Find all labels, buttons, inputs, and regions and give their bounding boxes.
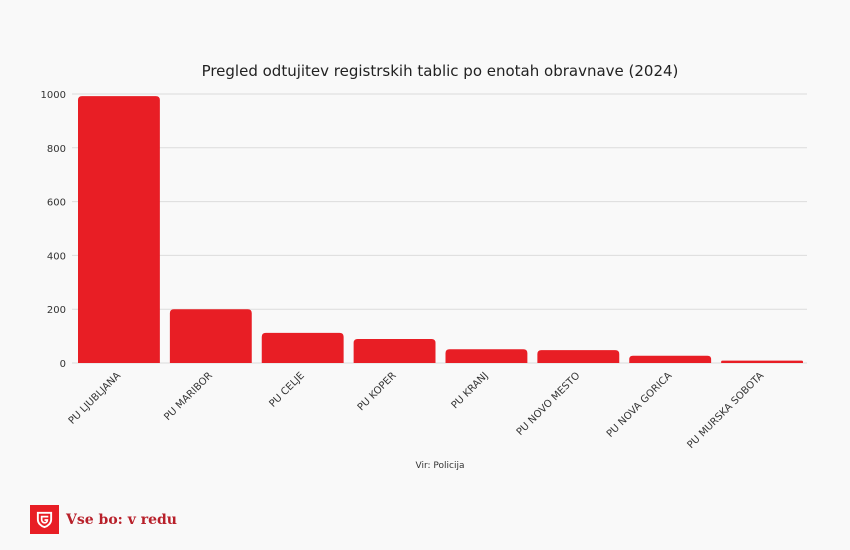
- brand-name: Vse bo: v redu: [66, 511, 177, 528]
- bar: [629, 355, 712, 363]
- chart-title: Pregled odtujitev registrskih tablic po …: [202, 62, 679, 80]
- y-tick-label: 600: [47, 198, 66, 209]
- brand: Vse bo: v redu: [30, 505, 177, 534]
- y-tick-label: 400: [47, 251, 66, 262]
- bar: [261, 332, 344, 363]
- x-tick-label: PU KOPER: [356, 370, 399, 413]
- y-axis-ticks: 0 200 400 600 800 1000: [41, 90, 66, 370]
- x-tick-label: PU LJUBLJANA: [67, 370, 123, 426]
- bars: [78, 96, 803, 363]
- y-tick-label: 800: [47, 144, 66, 155]
- x-tick-label: PU KRANJ: [450, 370, 491, 411]
- y-tick-label: 0: [60, 359, 66, 370]
- x-tick-label: PU NOVO MESTO: [515, 370, 583, 438]
- y-tick-label: 200: [47, 305, 66, 316]
- source-note: Vir: Policija: [416, 461, 465, 471]
- bar-chart: Pregled odtujitev registrskih tablic po …: [41, 62, 807, 471]
- shield-g-icon: [30, 505, 59, 534]
- bar: [169, 309, 252, 363]
- x-tick-label: PU NOVA GORICA: [605, 370, 675, 440]
- bar: [78, 96, 160, 363]
- x-tick-label: PU MURSKA SOBOTA: [685, 370, 766, 451]
- bar: [353, 339, 436, 363]
- y-tick-label: 1000: [41, 90, 66, 101]
- bar: [721, 360, 803, 363]
- x-axis-labels: PU LJUBLJANA PU MARIBOR PU CELJE PU KOPER PU…: [67, 370, 767, 451]
- x-tick-label: PU MARIBOR: [162, 370, 215, 423]
- bar: [445, 349, 528, 363]
- x-tick-label: PU CELJE: [267, 370, 306, 409]
- bar: [537, 350, 620, 363]
